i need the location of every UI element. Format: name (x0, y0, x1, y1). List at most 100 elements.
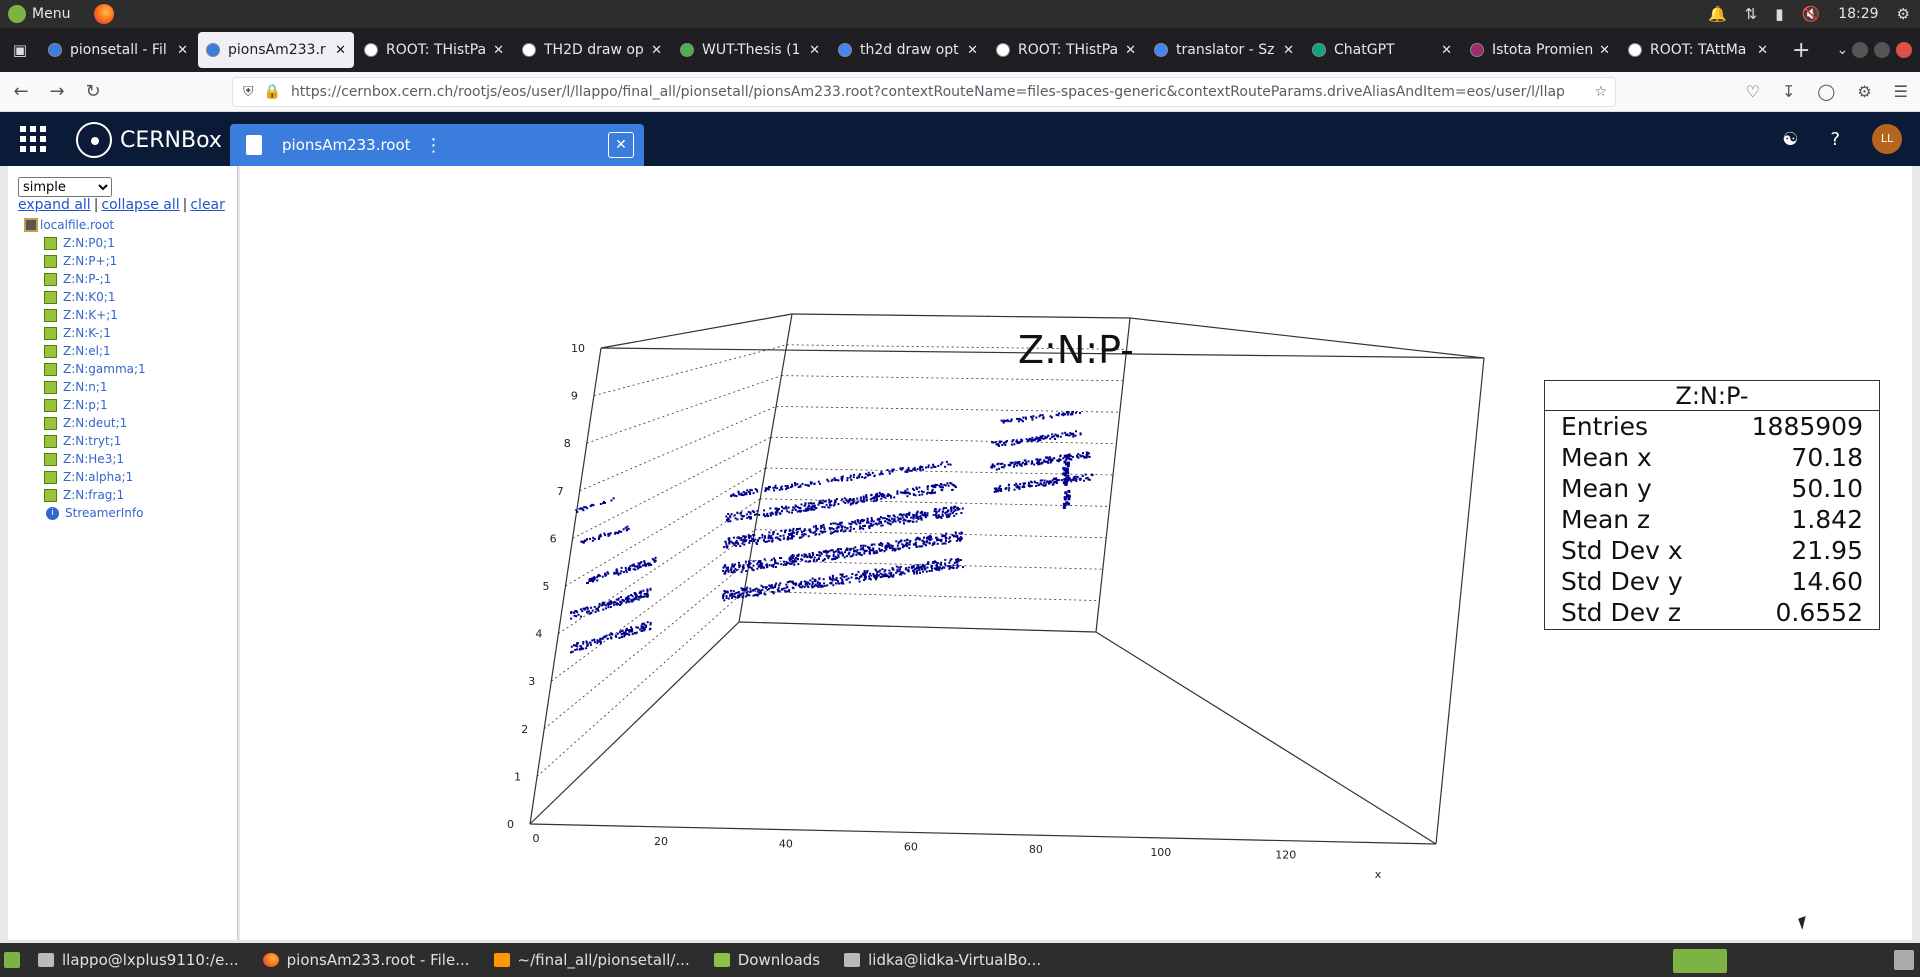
tree-item[interactable]: Z:N:P+;1 (18, 252, 146, 270)
tree-item[interactable]: Z:N:el;1 (18, 342, 146, 360)
tab-close-icon[interactable]: ✕ (335, 42, 346, 58)
tracking-shield-icon[interactable]: ⛨ (243, 84, 254, 100)
taskbar-item[interactable]: llappo@lxplus9110:/e... (30, 945, 247, 975)
volume-muted-icon[interactable]: 🔇 (1801, 5, 1821, 23)
tree-item[interactable]: Z:N:tryt;1 (18, 432, 146, 450)
browser-tab[interactable]: ROOT: THistPa ✕ (988, 32, 1144, 68)
close-file-button[interactable]: ✕ (608, 132, 634, 158)
url-text[interactable]: https://cernbox.cern.ch/rootjs/eos/user/… (290, 84, 1565, 100)
file-actions-kebab-icon[interactable]: ⋮ (424, 134, 443, 156)
taskbar-item[interactable]: Downloads (706, 945, 828, 975)
browser-tab[interactable]: pionsAm233.r ✕ (198, 32, 354, 68)
tab-close-icon[interactable]: ✕ (1441, 42, 1452, 58)
address-bar[interactable]: ⛨ 🔒 https://cernbox.cern.ch/rootjs/eos/u… (232, 77, 1616, 107)
tree-item-label[interactable]: Z:N:He3;1 (63, 452, 125, 466)
firefox-launcher-icon[interactable] (94, 4, 115, 24)
settings-gear-icon[interactable]: ⚙ (1896, 5, 1910, 23)
tree-item[interactable]: Z:N:p;1 (18, 396, 146, 414)
extensions-icon[interactable]: ⚙ (1857, 82, 1872, 101)
taskbar-item[interactable]: pionsAm233.root - File... (255, 945, 478, 975)
taskbar-tray-icon[interactable] (1894, 950, 1914, 970)
account-icon[interactable]: ◯ (1817, 82, 1836, 101)
tree-item-label[interactable]: Z:N:K0;1 (63, 290, 116, 304)
tab-close-icon[interactable]: ✕ (493, 42, 504, 58)
minimize-window-button[interactable] (1852, 42, 1868, 58)
maximize-window-button[interactable] (1874, 42, 1890, 58)
back-arrow-icon[interactable]: ← (13, 81, 29, 102)
layout-select[interactable]: simple (18, 177, 112, 197)
help-question-icon[interactable]: ? (1830, 128, 1840, 150)
app-switcher-grid-icon[interactable] (20, 126, 46, 152)
start-menu-icon[interactable] (4, 952, 20, 968)
tree-item-label[interactable]: Z:N:el;1 (63, 344, 111, 358)
tree-item[interactable]: Z:N:K-;1 (18, 324, 146, 342)
browser-tab[interactable]: th2d draw opt ✕ (830, 32, 986, 68)
root-file-label[interactable]: localfile.root (40, 218, 115, 232)
tab-close-icon[interactable]: ✕ (1757, 42, 1768, 58)
open-file-tab[interactable]: pionsAm233.root ⋮ ✕ (230, 124, 644, 166)
battery-icon[interactable]: ▮ (1775, 5, 1784, 23)
tree-item[interactable]: Z:N:deut;1 (18, 414, 146, 432)
browser-tab[interactable]: ROOT: THistPa ✕ (356, 32, 512, 68)
forward-arrow-icon[interactable]: → (49, 81, 65, 102)
clear-link[interactable]: clear (190, 197, 225, 213)
cernbox-logo[interactable]: CERNBox (76, 122, 222, 158)
notification-bell-icon[interactable]: 🔔 (1707, 5, 1727, 23)
reload-icon[interactable]: ↻ (85, 81, 101, 102)
hamburger-menu-icon[interactable]: ☰ (1893, 82, 1908, 101)
downloads-icon[interactable]: ↧ (1782, 82, 1796, 101)
tab-close-icon[interactable]: ✕ (1283, 42, 1294, 58)
browser-tab[interactable]: ROOT: TAttMa ✕ (1620, 32, 1776, 68)
browser-tab[interactable]: pionsetall - Fil ✕ (40, 32, 196, 68)
tab-close-icon[interactable]: ✕ (651, 42, 662, 58)
tree-item-label[interactable]: Z:N:P-;1 (63, 272, 112, 286)
tree-item[interactable]: Z:N:K+;1 (18, 306, 146, 324)
tree-item-label[interactable]: Z:N:tryt;1 (63, 434, 122, 448)
network-arrows-icon[interactable]: ⇅ (1744, 5, 1758, 23)
tree-item-label[interactable]: Z:N:K+;1 (63, 308, 118, 322)
tree-item-streamerinfo[interactable]: i StreamerInfo (18, 504, 146, 522)
tree-item-label[interactable]: Z:N:K-;1 (63, 326, 111, 340)
user-avatar[interactable]: LL (1872, 124, 1902, 154)
tree-item[interactable]: Z:N:P0;1 (18, 234, 146, 252)
stats-box[interactable]: Z:N:P- Entries 1885909 Mean x 70.18 Mean y 50… (1544, 380, 1880, 630)
paint-bucket-theme-icon[interactable]: ☯ (1782, 128, 1799, 150)
browser-tab[interactable]: ChatGPT ✕ (1304, 32, 1460, 68)
new-tab-plus-icon[interactable]: + (1792, 37, 1811, 63)
tree-item-label[interactable]: Z:N:n;1 (63, 380, 108, 394)
tree-item[interactable]: Z:N:gamma;1 (18, 360, 146, 378)
workspace-indicator[interactable] (1673, 949, 1727, 973)
browser-tab[interactable]: translator - Sz ✕ (1146, 32, 1302, 68)
tree-root-file[interactable]: localfile.root (24, 216, 146, 234)
tab-close-icon[interactable]: ✕ (809, 42, 820, 58)
taskbar-item[interactable]: lidka@lidka-VirtualBo... (836, 945, 1049, 975)
pocket-icon[interactable]: ♡ (1745, 82, 1760, 101)
tab-close-icon[interactable]: ✕ (1125, 42, 1136, 58)
bookmark-star-icon[interactable]: ☆ (1594, 84, 1607, 100)
tree-item-label[interactable]: Z:N:P0;1 (63, 236, 115, 250)
tree-item-label[interactable]: Z:N:frag;1 (63, 488, 125, 502)
lock-icon[interactable]: 🔒 (263, 84, 281, 100)
tree-item[interactable]: Z:N:He3;1 (18, 450, 146, 468)
tab-close-icon[interactable]: ✕ (1599, 42, 1610, 58)
browser-tab[interactable]: Istota Promien ✕ (1462, 32, 1618, 68)
taskbar-item[interactable]: ~/final_all/pionsetall/... (486, 945, 698, 975)
system-menu[interactable]: Menu (0, 4, 115, 24)
clock[interactable]: 18:29 (1838, 6, 1879, 22)
browser-tab[interactable]: WUT-Thesis (1 ✕ (672, 32, 828, 68)
browser-tab[interactable]: TH2D draw op ✕ (514, 32, 670, 68)
tree-item-label[interactable]: Z:N:deut;1 (63, 416, 128, 430)
tab-list-chevron-down-icon[interactable]: ⌄ (1836, 42, 1849, 58)
collapse-all-link[interactable]: collapse all (101, 197, 180, 213)
streamerinfo-label[interactable]: StreamerInfo (65, 506, 144, 520)
tree-item[interactable]: Z:N:K0;1 (18, 288, 146, 306)
list-all-tabs-icon[interactable]: ▣ (12, 41, 28, 59)
tree-item-label[interactable]: Z:N:gamma;1 (63, 362, 146, 376)
tree-item[interactable]: Z:N:n;1 (18, 378, 146, 396)
tree-item-label[interactable]: Z:N:p;1 (63, 398, 108, 412)
tree-item-label[interactable]: Z:N:P+;1 (63, 254, 118, 268)
close-window-button[interactable] (1896, 42, 1912, 58)
tree-item-label[interactable]: Z:N:alpha;1 (63, 470, 134, 484)
tree-item[interactable]: Z:N:P-;1 (18, 270, 146, 288)
